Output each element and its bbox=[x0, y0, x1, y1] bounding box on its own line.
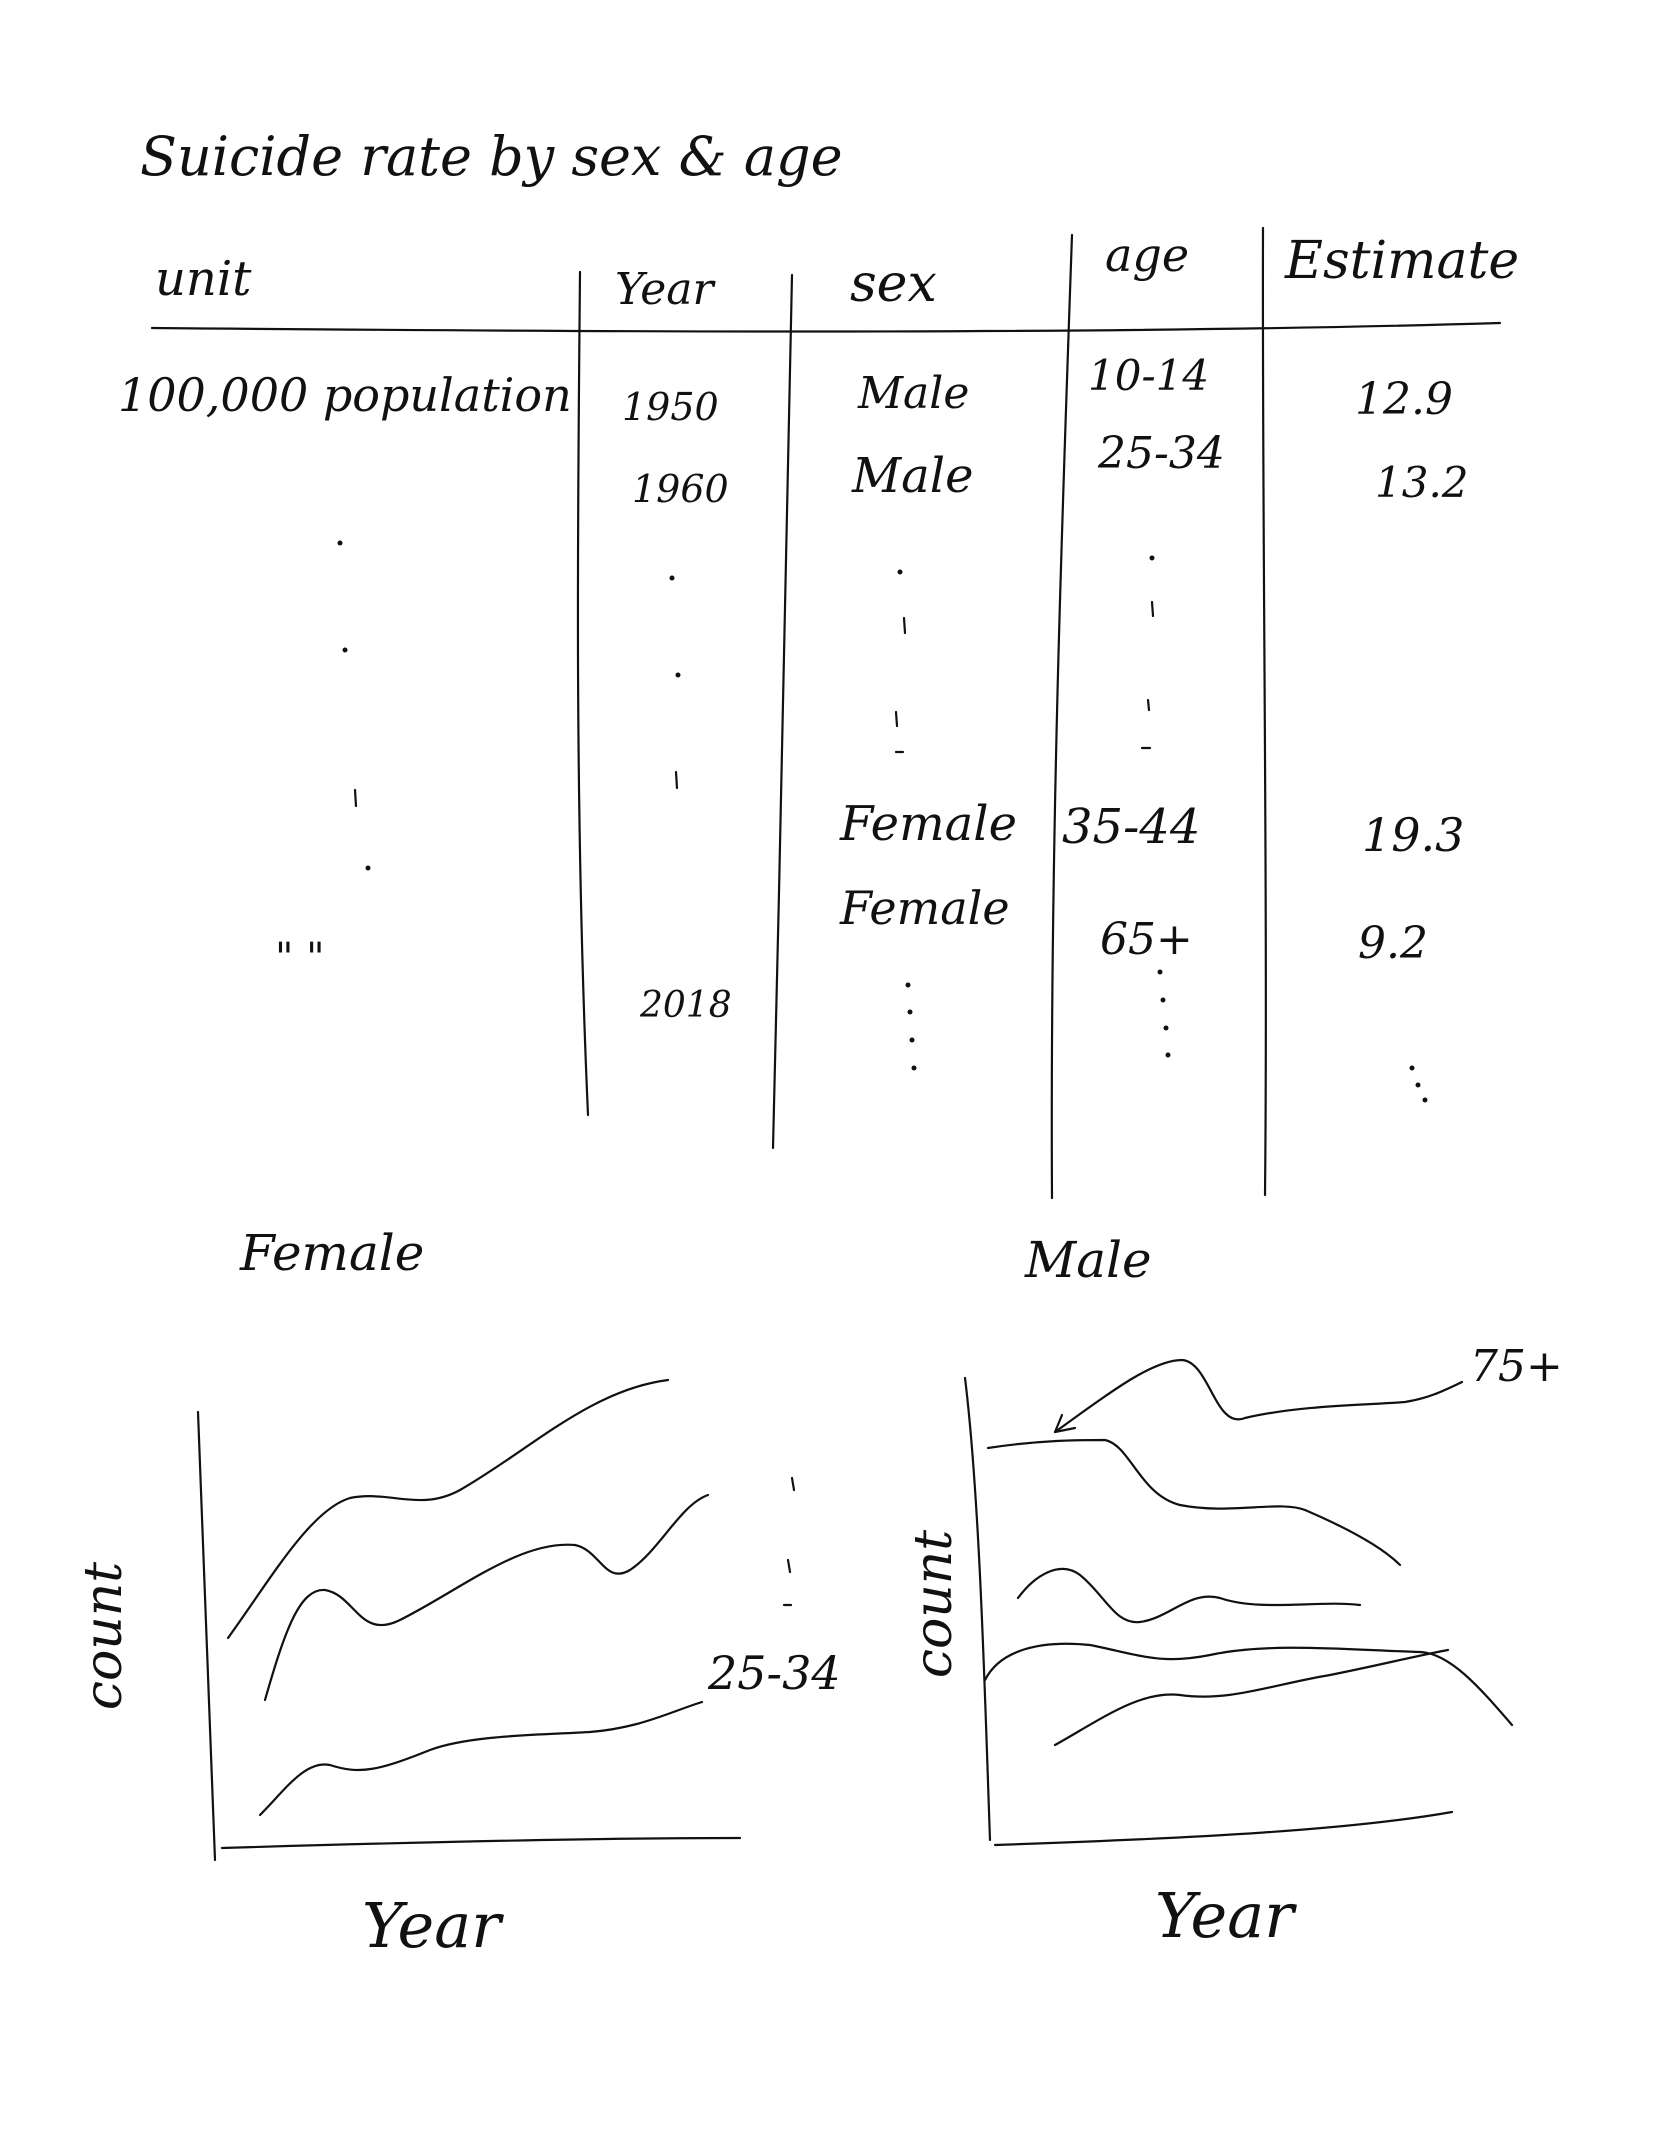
female-chart-y-axis bbox=[196, 1410, 217, 1862]
cell-age-row1: 10-14 bbox=[1088, 351, 1210, 400]
male-series-line-2 bbox=[1016, 1567, 1362, 1624]
cell-estimate-row1: 12.9 bbox=[1355, 374, 1453, 425]
male-chart-title: Male bbox=[1025, 1231, 1152, 1289]
cell-estimate-row3: 19.3 bbox=[1362, 808, 1465, 862]
cell-age-row3: 35-44 bbox=[1062, 799, 1201, 855]
male-x-axis-label: Year bbox=[1155, 1879, 1294, 1952]
cell-year-row1: 1950 bbox=[622, 385, 719, 429]
male-series-line-4 bbox=[1053, 1648, 1450, 1747]
header-sex: sex bbox=[850, 254, 937, 314]
male-chart-y-axis bbox=[963, 1376, 992, 1842]
table-divider-age bbox=[1050, 233, 1074, 1200]
male-chart-x-axis bbox=[993, 1810, 1454, 1847]
cell-year-row2: 1960 bbox=[632, 467, 729, 511]
female-x-axis-label: Year bbox=[362, 1889, 501, 1962]
cell-unit-row1: 100,000 population bbox=[118, 368, 572, 422]
cell-sex-row3: Female bbox=[840, 796, 1017, 852]
male-series-line-3 bbox=[983, 1642, 1514, 1727]
header-estimate: Estimate bbox=[1285, 231, 1520, 291]
male-annotation-arrowhead bbox=[1053, 1413, 1077, 1434]
female-chart-x-axis bbox=[220, 1836, 742, 1850]
cell-age-row4: 65+ bbox=[1100, 914, 1193, 965]
cell-sex-row2: Male bbox=[852, 448, 974, 504]
cell-sex-row4: Female bbox=[840, 881, 1010, 935]
header-year: Year bbox=[615, 264, 714, 315]
cell-year-row5: 2018 bbox=[640, 985, 732, 1026]
female-annotation-label: 25-34 bbox=[708, 1646, 841, 1700]
cell-estimate-row2: 13.2 bbox=[1375, 458, 1469, 507]
female-series-line-2 bbox=[263, 1493, 710, 1702]
table-divider-sex bbox=[771, 273, 794, 1150]
female-chart-ellipsis bbox=[782, 1476, 796, 1607]
table-divider-estimate bbox=[1261, 226, 1267, 1197]
cell-unit-row4: " " bbox=[275, 935, 325, 981]
table-divider-year bbox=[576, 270, 590, 1117]
cell-estimate-row4: 9.2 bbox=[1358, 918, 1428, 969]
page-title: Suicide rate by sex & age bbox=[140, 125, 843, 188]
table-header-rule bbox=[150, 321, 1502, 333]
male-annotation-label: 75+ bbox=[1470, 1341, 1563, 1392]
female-series-line-1 bbox=[226, 1378, 670, 1640]
cell-sex-row1: Male bbox=[858, 368, 970, 419]
header-age: age bbox=[1105, 228, 1190, 282]
header-unit: unit bbox=[155, 251, 252, 307]
male-annotation-leader bbox=[1053, 1358, 1464, 1434]
male-series-line-1 bbox=[986, 1438, 1402, 1567]
female-chart-title: Female bbox=[240, 1224, 425, 1282]
cell-age-row2: 25-34 bbox=[1098, 428, 1225, 479]
table-ellipsis-dots bbox=[337, 540, 1428, 1103]
female-series-line-3 bbox=[258, 1700, 704, 1817]
